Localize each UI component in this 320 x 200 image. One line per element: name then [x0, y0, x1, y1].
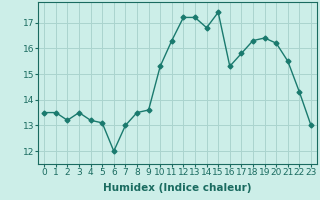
X-axis label: Humidex (Indice chaleur): Humidex (Indice chaleur) — [103, 183, 252, 193]
